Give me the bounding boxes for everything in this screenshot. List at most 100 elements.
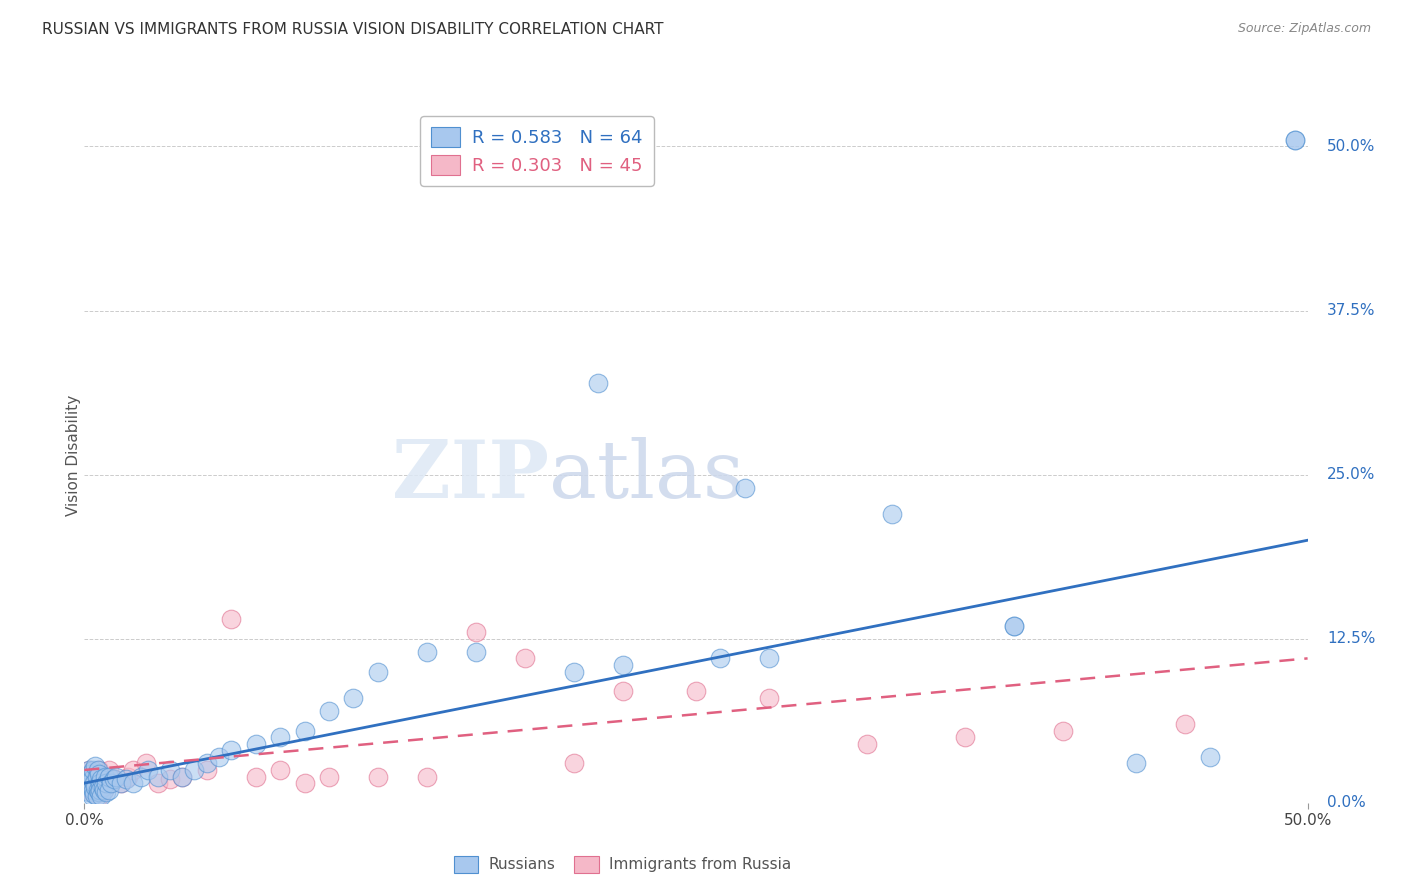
Point [586, 376, 609, 390]
Point [135, 756, 157, 771]
Point [117, 770, 139, 784]
Y-axis label: Vision Disability: Vision Disability [66, 394, 80, 516]
Point [159, 763, 181, 777]
Point [83, 787, 105, 801]
Point [1002, 618, 1025, 632]
Point [93, 782, 115, 797]
Point [80, 772, 103, 787]
Point [82, 763, 104, 777]
Point [79, 767, 101, 781]
Point [84, 759, 107, 773]
Point [129, 770, 152, 784]
Point [80, 785, 103, 799]
Point [77, 763, 100, 777]
Point [709, 651, 731, 665]
Point [93, 782, 115, 797]
Point [103, 772, 125, 787]
Point [1174, 717, 1197, 731]
Point [734, 481, 756, 495]
Text: 12.5%: 12.5% [1327, 632, 1375, 646]
Point [1002, 618, 1025, 632]
Point [146, 770, 169, 784]
Point [122, 776, 145, 790]
Point [758, 651, 780, 665]
Point [159, 772, 181, 787]
Point [318, 770, 340, 784]
Point [79, 780, 101, 794]
Point [87, 763, 110, 777]
Point [342, 690, 364, 705]
Point [416, 770, 439, 784]
Point [269, 730, 291, 744]
Point [84, 780, 107, 794]
Point [685, 684, 707, 698]
Point [100, 776, 122, 790]
Text: 0.0%: 0.0% [1327, 796, 1365, 810]
Point [82, 782, 104, 797]
Point [612, 657, 634, 672]
Point [80, 789, 103, 804]
Point [1198, 749, 1220, 764]
Point [77, 770, 100, 784]
Point [83, 782, 105, 797]
Text: Source: ZipAtlas.com: Source: ZipAtlas.com [1237, 22, 1371, 36]
Point [208, 749, 231, 764]
Point [219, 612, 242, 626]
Point [91, 780, 114, 794]
Text: RUSSIAN VS IMMIGRANTS FROM RUSSIA VISION DISABILITY CORRELATION CHART: RUSSIAN VS IMMIGRANTS FROM RUSSIA VISION… [42, 22, 664, 37]
Point [172, 770, 194, 784]
Point [79, 780, 101, 794]
Text: atlas: atlas [550, 437, 744, 515]
Text: ZIP: ZIP [392, 437, 550, 515]
Point [294, 723, 316, 738]
Point [89, 782, 111, 797]
Text: 50.0%: 50.0% [1327, 139, 1375, 154]
Point [367, 665, 389, 679]
Point [87, 767, 110, 781]
Point [76, 776, 98, 790]
Point [77, 782, 100, 797]
Point [105, 770, 128, 784]
Point [1052, 723, 1074, 738]
Point [880, 507, 903, 521]
Point [115, 772, 138, 787]
Point [82, 776, 104, 790]
Point [122, 763, 145, 777]
Point [80, 770, 103, 784]
Point [84, 772, 107, 787]
Point [97, 782, 120, 797]
Text: 37.5%: 37.5% [1327, 303, 1375, 318]
Text: 25.0%: 25.0% [1327, 467, 1375, 482]
Point [464, 645, 486, 659]
Point [183, 763, 205, 777]
Point [86, 770, 108, 784]
Point [245, 737, 267, 751]
Point [562, 756, 585, 771]
Point [97, 776, 120, 790]
Point [612, 684, 634, 698]
Point [94, 770, 117, 784]
Point [97, 770, 120, 784]
Point [83, 776, 105, 790]
Point [562, 665, 585, 679]
Point [464, 625, 486, 640]
Point [367, 770, 389, 784]
Point [87, 789, 110, 804]
Point [195, 763, 218, 777]
Point [90, 789, 112, 804]
Point [758, 690, 780, 705]
Point [86, 780, 108, 794]
Point [110, 776, 132, 790]
Point [87, 785, 110, 799]
Point [294, 776, 316, 790]
Point [86, 789, 108, 804]
Point [96, 785, 118, 799]
Point [110, 776, 132, 790]
Point [513, 651, 536, 665]
Point [96, 770, 118, 784]
Point [1284, 133, 1306, 147]
Point [97, 763, 120, 777]
Point [96, 776, 118, 790]
Point [87, 782, 110, 797]
Point [195, 756, 218, 771]
